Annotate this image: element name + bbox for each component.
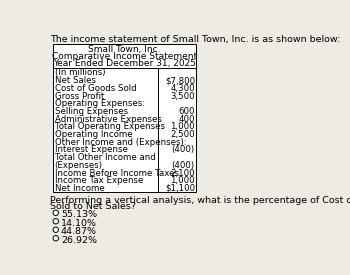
Text: 600: 600 bbox=[178, 107, 195, 116]
Text: Administrative Expenses: Administrative Expenses bbox=[55, 115, 161, 124]
Text: $1,100: $1,100 bbox=[165, 184, 195, 193]
Text: Interest Expense: Interest Expense bbox=[55, 145, 127, 155]
Text: Performing a vertical analysis, what is the percentage of Cost of Goods: Performing a vertical analysis, what is … bbox=[50, 196, 350, 205]
Text: (In millions): (In millions) bbox=[55, 68, 105, 78]
Text: $7,800: $7,800 bbox=[165, 76, 195, 85]
Text: Net Income: Net Income bbox=[55, 184, 104, 193]
Text: 3,500: 3,500 bbox=[170, 92, 195, 101]
Circle shape bbox=[53, 210, 58, 216]
Circle shape bbox=[53, 235, 58, 241]
Text: 400: 400 bbox=[178, 115, 195, 124]
Text: Year Ended December 31, 2025: Year Ended December 31, 2025 bbox=[53, 59, 196, 68]
Text: Total Operating Expenses: Total Operating Expenses bbox=[55, 122, 164, 131]
Text: Operating Income: Operating Income bbox=[55, 130, 132, 139]
Circle shape bbox=[53, 227, 58, 232]
Bar bbox=[53, 44, 196, 192]
Text: 14.10%: 14.10% bbox=[61, 219, 97, 228]
Text: 44.87%: 44.87% bbox=[61, 227, 97, 236]
Text: The income statement of Small Town, Inc. is as shown below:: The income statement of Small Town, Inc.… bbox=[50, 35, 340, 44]
Text: Income Tax Expense: Income Tax Expense bbox=[55, 176, 143, 185]
Text: Income Before Income Taxes: Income Before Income Taxes bbox=[55, 169, 178, 178]
Text: 1,000: 1,000 bbox=[170, 122, 195, 131]
Text: 55.13%: 55.13% bbox=[61, 210, 97, 219]
Text: Selling Expenses: Selling Expenses bbox=[55, 107, 128, 116]
Text: Cost of Goods Sold: Cost of Goods Sold bbox=[55, 84, 136, 93]
Text: 26.92%: 26.92% bbox=[61, 235, 97, 244]
Text: Comparative Income Statement: Comparative Income Statement bbox=[52, 52, 197, 61]
Text: (400): (400) bbox=[172, 161, 195, 170]
Text: 4,300: 4,300 bbox=[170, 84, 195, 93]
Text: Small Town, Inc.: Small Town, Inc. bbox=[89, 45, 161, 54]
Text: Operating Expenses:: Operating Expenses: bbox=[55, 99, 145, 108]
Text: (Expenses): (Expenses) bbox=[55, 161, 103, 170]
Text: Net Sales: Net Sales bbox=[55, 76, 96, 85]
Circle shape bbox=[53, 219, 58, 224]
Text: Other Income and (Expenses):: Other Income and (Expenses): bbox=[55, 138, 186, 147]
Text: 1,000: 1,000 bbox=[170, 176, 195, 185]
Text: Gross Profit: Gross Profit bbox=[55, 92, 104, 101]
Text: Sold to Net Sales?: Sold to Net Sales? bbox=[50, 202, 136, 211]
Text: 2,500: 2,500 bbox=[170, 130, 195, 139]
Text: (400): (400) bbox=[172, 145, 195, 155]
Text: 2,100: 2,100 bbox=[170, 169, 195, 178]
Text: Total Other Income and: Total Other Income and bbox=[55, 153, 155, 162]
